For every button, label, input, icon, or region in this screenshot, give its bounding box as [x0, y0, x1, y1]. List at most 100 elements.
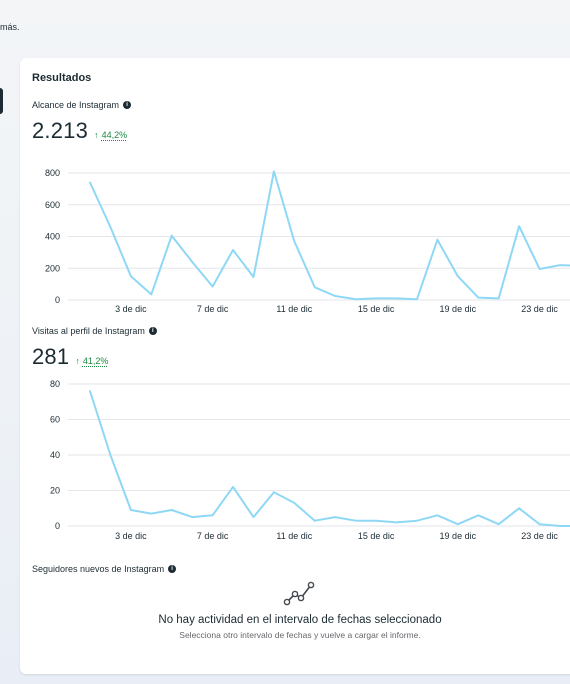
data-point — [149, 292, 153, 296]
x-tick-label: 3 de dic — [115, 304, 147, 314]
data-point — [190, 260, 194, 264]
x-tick-label: 23 de dic — [521, 304, 558, 314]
profile-visits-label: Visitas al perfil de Instagram i — [32, 326, 157, 336]
data-point — [374, 519, 378, 523]
data-point — [517, 506, 521, 510]
data-point — [435, 513, 439, 517]
data-point — [558, 263, 562, 267]
data-point — [476, 296, 480, 300]
data-point — [538, 267, 542, 271]
data-point — [558, 524, 562, 528]
data-point — [333, 294, 337, 298]
data-point — [231, 248, 235, 252]
series-line — [89, 390, 570, 527]
reach-label-text: Alcance de Instagram — [32, 100, 120, 110]
data-point — [211, 513, 215, 517]
data-point — [538, 522, 542, 526]
empty-state: No hay actividad en el intervalo de fech… — [20, 580, 570, 640]
data-point — [497, 296, 501, 300]
data-point — [374, 296, 378, 300]
data-point — [251, 275, 255, 279]
profile-visits-label-text: Visitas al perfil de Instagram — [32, 326, 145, 336]
info-icon[interactable]: i — [168, 565, 177, 573]
data-point — [129, 508, 133, 512]
data-point — [476, 513, 480, 517]
arrow-up-icon: ↑ — [75, 356, 80, 366]
data-point — [108, 225, 112, 229]
data-point — [272, 490, 276, 494]
data-point — [354, 297, 358, 301]
data-point — [497, 522, 501, 526]
y-tick-label: 400 — [45, 232, 60, 242]
data-point — [313, 519, 317, 523]
intro-text-fragment: más. — [0, 22, 20, 32]
x-tick-label: 7 de dic — [197, 304, 229, 314]
x-tick-label: 11 de dic — [276, 304, 312, 314]
data-point — [170, 508, 174, 512]
data-point — [231, 485, 235, 489]
y-tick-label: 200 — [45, 263, 60, 273]
reach-summary: 2.213 ↑ 44,2% — [32, 118, 127, 144]
y-tick-label: 0 — [55, 295, 60, 305]
line-chart-icon — [283, 581, 315, 606]
reach-value: 2.213 — [32, 118, 89, 143]
reach-chart: 0 200 400 600 800 3 de dic 7 de dic 11 de dic 15… — [45, 168, 570, 314]
y-tick-label: 0 — [55, 521, 60, 531]
data-point — [88, 181, 92, 185]
y-tick-label: 600 — [45, 200, 60, 210]
data-point — [415, 297, 419, 301]
data-point — [292, 501, 296, 505]
data-point — [456, 522, 460, 526]
profile-visits-value: 281 — [32, 344, 70, 369]
data-point — [517, 224, 521, 228]
series-line — [89, 170, 570, 301]
results-card: Resultados Alcance de Instagram i 2.213 … — [20, 58, 570, 674]
reach-delta-percent[interactable]: 44,2% — [101, 130, 128, 140]
data-point — [395, 520, 399, 524]
x-tick-label: 19 de dic — [440, 304, 477, 314]
data-point — [333, 515, 337, 519]
y-tick-label: 60 — [50, 415, 60, 425]
data-point — [108, 453, 112, 457]
x-tick-label: 15 de dic — [358, 304, 395, 314]
x-tick-label: 11 de dic — [276, 531, 312, 541]
new-followers-label: Seguidores nuevos de Instagram i — [32, 564, 177, 574]
data-point — [292, 239, 296, 243]
data-point — [435, 238, 439, 242]
x-tick-label: 19 de dic — [440, 531, 477, 541]
reach-delta: ↑ 44,2% — [94, 130, 127, 140]
x-tick-label: 7 de dic — [197, 531, 229, 541]
results-title: Resultados — [32, 72, 92, 84]
x-tick-label: 23 de dic — [521, 531, 558, 541]
data-point — [395, 296, 399, 300]
info-icon[interactable]: i — [123, 101, 132, 109]
data-point — [211, 285, 215, 289]
data-point — [149, 512, 153, 516]
data-point — [456, 274, 460, 278]
data-point — [313, 285, 317, 289]
new-followers-label-text: Seguidores nuevos de Instagram — [32, 564, 165, 574]
data-point — [415, 519, 419, 523]
x-tick-label: 3 de dic — [115, 531, 147, 541]
data-point — [190, 515, 194, 519]
profile-visits-delta-percent[interactable]: 41,2% — [82, 356, 109, 366]
y-tick-label: 80 — [50, 379, 60, 389]
data-point — [129, 274, 133, 278]
empty-state-subtitle: Selecciona otro intervalo de fechas y vu… — [179, 630, 421, 640]
profile-visits-delta: ↑ 41,2% — [75, 356, 108, 366]
data-point — [88, 389, 92, 393]
data-point — [272, 169, 276, 173]
empty-state-title: No hay actividad en el intervalo de fech… — [158, 614, 442, 626]
data-point — [354, 519, 358, 523]
reach-label: Alcance de Instagram i — [32, 100, 132, 110]
y-tick-label: 800 — [45, 168, 60, 178]
info-icon[interactable]: i — [148, 327, 157, 335]
sidebar-active-indicator[interactable] — [0, 88, 3, 114]
x-tick-label: 15 de dic — [358, 531, 395, 541]
y-tick-label: 40 — [50, 450, 60, 460]
profile-visits-summary: 281 ↑ 41,2% — [32, 344, 108, 370]
y-tick-label: 20 — [50, 486, 60, 496]
data-point — [251, 515, 255, 519]
data-point — [170, 234, 174, 238]
arrow-up-icon: ↑ — [94, 130, 99, 140]
